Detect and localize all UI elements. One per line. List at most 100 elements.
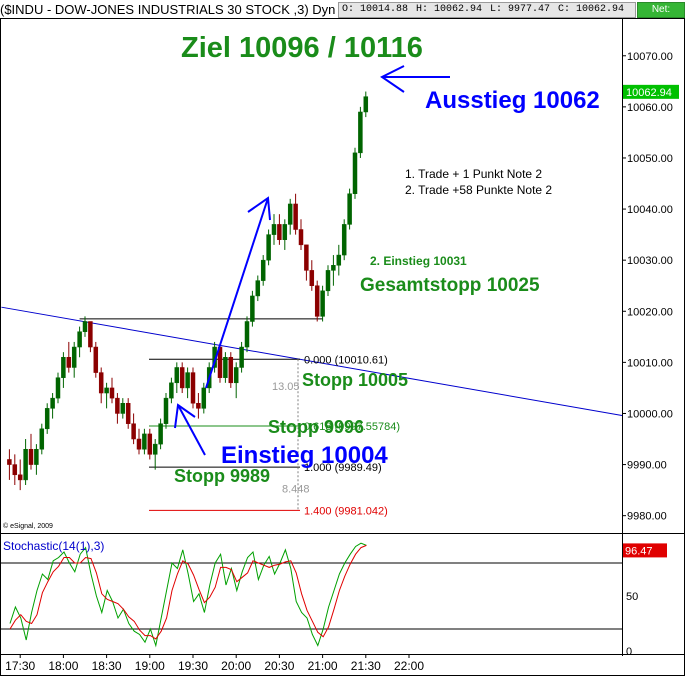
candle-body [147,433,153,455]
candle-body [358,111,363,154]
stoch-value-label: 96.47 [625,545,653,557]
stoch-series-line [9,542,367,648]
einstieg-arrow-head [174,403,196,429]
fib-level-label: 1.000 (9989.49) [304,462,382,474]
candle-body [28,448,34,465]
candle-body [185,372,190,389]
candle-body [233,367,239,384]
candle-body [120,403,126,414]
candle-body [352,152,358,194]
x-tick-label: 21:30 [351,659,381,673]
fib-level-label: 0.618 (9997.55784) [304,421,400,433]
fib-distance-label: 8.448 [282,484,310,496]
gesamtstopp-annotation: Gesamtstopp 10025 [360,275,540,296]
candle-body [104,387,109,394]
trade2-note: 2. Trade +58 Punkte Note 2 [405,183,552,197]
up-arrow-shaft [205,197,269,389]
candle-body [320,290,325,317]
candle-body [115,397,120,414]
candle-body [336,254,342,266]
candle-body [71,346,77,368]
candle-body [23,448,28,481]
candle-body [44,408,50,430]
candle-body [282,224,288,240]
candle-body [250,295,255,322]
trade1-note: 1. Trade + 1 Punkt Note 2 [405,167,542,181]
candle-body [304,244,309,271]
y-tick-label: 10050.00 [627,153,673,165]
stopp10005-annotation: Stopp 10005 [302,370,408,390]
y-tick-label: 10040.00 [627,204,673,216]
candle-body [223,357,228,378]
candle-body [293,203,298,230]
stoch-y-tick-label: 50 [626,591,638,603]
last-price-box [623,84,679,99]
candle-body [190,372,196,404]
candle-body [55,377,61,399]
candle-body [152,443,158,455]
candle-body [169,382,174,399]
stopp9989-annotation: Stopp 9989 [174,466,270,486]
x-tick-label: 22:00 [394,659,424,673]
candle-body [260,259,266,281]
x-tick-label: 18:30 [92,659,122,673]
candle-body [239,346,244,368]
y-tick-label: 10030.00 [627,255,673,267]
stoch-series-line [9,544,367,640]
candle-body [179,367,185,389]
candle-body [174,367,180,384]
y-tick-label: 10020.00 [627,306,673,318]
x-tick-label: 17:30 [5,659,35,673]
candle-body [309,270,315,286]
stopp9996-annotation: Stopp 9996 [268,417,364,437]
candle-body [287,203,293,225]
ziel-annotation: Ziel 10096 / 10116 [181,32,423,64]
ausstieg-arrow-head [380,65,405,93]
candle-body [125,403,131,424]
y-tick-label: 9980.00 [627,511,667,523]
candle-body [34,448,39,465]
candle-body [255,280,261,297]
candle-body [109,387,115,399]
ohlc-readout: O: 10014.88 H: 10062.94 L: 9977.47 C: 10062… [338,2,637,18]
candle-body [325,270,331,292]
last-price-label: 10062.94 [626,87,672,99]
y-tick-label: 10060.00 [627,102,673,114]
open-value: O: 10014.88 [342,4,409,15]
close-value: C: 10062.94 [558,4,625,15]
net-change-badge: Net: +47.08 [637,2,685,29]
stoch-title: Stochastic(14(1),3) [3,539,104,553]
x-tick-label: 20:30 [264,659,294,673]
candle-body [331,265,336,271]
fib-distance-label: 13.05 [272,381,300,393]
candle-body [363,96,369,113]
candle-body [66,357,72,368]
candle-body [142,433,147,450]
candle-body [341,224,347,256]
candle-body [347,193,352,225]
candle-body [12,464,18,476]
y-tick-label: 10010.00 [627,357,673,369]
candle-body [196,403,201,409]
candle-body [314,285,320,317]
chart-frame [0,18,685,676]
einstieg2-annotation: 2. Einstieg 10031 [370,254,467,268]
x-tick-label: 19:00 [135,659,165,673]
chart-title: ($INDU - DOW-JONES INDUSTRIALS 30 STOCK … [0,2,336,17]
candle-body [266,234,271,261]
fib-level-label: 0.000 (10010.61) [304,354,388,366]
high-value: H: 10062.94 [416,4,483,15]
candle-body [158,423,163,445]
candle-body [93,346,99,373]
candle-body [298,229,304,246]
y-tick-label: 10070.00 [627,51,673,63]
y-tick-label: 9990.00 [627,460,667,472]
candle-body [7,459,12,465]
candle-body [77,331,82,348]
candle-body [131,423,136,440]
candle-body [61,357,66,378]
candle-body [163,397,169,424]
stoch-y-tick-label: 0 [626,646,632,658]
candle-body [201,387,207,409]
